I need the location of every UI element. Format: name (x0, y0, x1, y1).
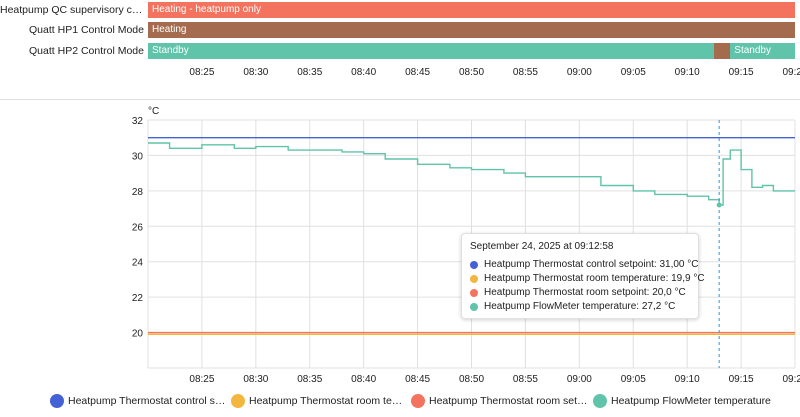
x-tick-label: 09:20 (782, 374, 800, 385)
x-tick-label: 09:05 (621, 374, 646, 385)
series-line (148, 142, 795, 206)
series-color-dot (470, 303, 478, 311)
y-tick-label: 20 (132, 329, 144, 340)
x-tick-label: 09:10 (675, 374, 700, 385)
series-color-dot (470, 289, 478, 297)
timeline-tick-label: 08:40 (351, 67, 377, 78)
chart-legend: Heatpump Thermostat control setp... Heat… (0, 394, 800, 414)
timeline-segment[interactable]: Heating - heatpump only (148, 2, 795, 18)
legend-color-dot (411, 394, 425, 408)
y-tick-label: 30 (132, 151, 144, 162)
x-tick-label: 09:15 (729, 374, 754, 385)
legend-color-dot (231, 394, 245, 408)
tooltip-line: Heatpump Thermostat room setpoint: 20,0 … (470, 286, 690, 300)
timeline-tick-label: 09:20 (782, 67, 800, 78)
y-unit-label: °C (148, 106, 159, 117)
hover-point-marker (716, 202, 722, 208)
timeline-tick-label: 08:55 (512, 67, 538, 78)
x-tick-label: 08:45 (405, 374, 430, 385)
timeline-tick-label: 08:25 (189, 67, 215, 78)
timeline-row: Quatt HP1 Control Mode Heating (0, 22, 800, 38)
timeline-tick-label: 09:00 (566, 67, 592, 78)
legend-item-room-temperature[interactable]: Heatpump Thermostat room tempe... (231, 394, 407, 408)
tooltip-line: Heatpump FlowMeter temperature: 27,2 °C (470, 300, 690, 314)
x-tick-label: 08:55 (513, 374, 538, 385)
timeline-tick-label: 08:30 (243, 67, 269, 78)
legend-item-control-setpoint[interactable]: Heatpump Thermostat control setp... (50, 394, 228, 408)
legend-item-flowmeter-temperature[interactable]: Heatpump FlowMeter temperature (593, 394, 793, 408)
y-tick-label: 26 (132, 222, 144, 233)
tooltip-line-text: Heatpump Thermostat room setpoint: 20,0 … (484, 287, 686, 298)
x-tick-label: 08:35 (297, 374, 322, 385)
legend-label: Heatpump FlowMeter temperature (611, 395, 771, 407)
timeline-segment[interactable]: Standby (148, 43, 715, 59)
timeline-row: Heatpump QC supervisory contr... Heating … (0, 2, 800, 18)
timeline-row: Quatt HP2 Control Mode Standby Standby (0, 43, 800, 59)
timeline-segment[interactable]: Heating (148, 22, 795, 38)
y-tick-label: 32 (132, 116, 144, 127)
legend-item-room-setpoint[interactable]: Heatpump Thermostat room setpoi... (411, 394, 591, 408)
y-tick-label: 24 (132, 258, 144, 269)
timeline-segment[interactable] (714, 43, 731, 59)
x-tick-label: 09:00 (567, 374, 592, 385)
timeline-tick-label: 09:10 (674, 67, 700, 78)
timeline-tick-label: 08:50 (458, 67, 485, 78)
section-divider (0, 99, 800, 100)
y-tick-label: 28 (132, 187, 144, 198)
temperature-line-chart: 20 22 24 26 28 30 32 °C 08:25 08:30 08:35 08:40 08:4… (132, 106, 800, 385)
x-tick-label: 08:30 (243, 374, 268, 385)
legend-label: Heatpump Thermostat room tempe... (249, 395, 407, 407)
timeline-tick-label: 08:35 (297, 67, 323, 78)
timeline-tick-label: 09:05 (620, 67, 646, 78)
legend-label: Heatpump Thermostat room setpoi... (429, 395, 591, 407)
tooltip-line: Heatpump Thermostat room temperature: 19… (470, 272, 705, 286)
timeline-tick-label: 08:45 (405, 67, 431, 78)
legend-label: Heatpump Thermostat control setp... (68, 395, 228, 407)
tooltip-line-text: Heatpump Thermostat control setpoint: 31… (484, 259, 699, 270)
x-tick-label: 08:40 (351, 374, 376, 385)
series-color-dot (470, 261, 478, 269)
hover-tooltip: September 24, 2025 at 09:12:58 Heatpump … (461, 233, 705, 319)
legend-color-dot (50, 394, 64, 408)
tooltip-line: Heatpump Thermostat control setpoint: 31… (470, 258, 698, 272)
tooltip-title: September 24, 2025 at 09:12:58 (470, 241, 614, 252)
legend-color-dot (593, 394, 607, 408)
timeline-tick-label: 09:15 (728, 67, 754, 78)
series-color-dot (470, 275, 478, 283)
x-tick-label: 08:50 (459, 374, 484, 385)
timeline-segment[interactable]: Standby (730, 43, 795, 59)
tooltip-line-text: Heatpump FlowMeter temperature: 27,2 °C (484, 301, 676, 312)
y-tick-label: 22 (132, 293, 144, 304)
x-tick-label: 08:25 (189, 374, 214, 385)
tooltip-line-text: Heatpump Thermostat room temperature: 19… (484, 273, 705, 284)
